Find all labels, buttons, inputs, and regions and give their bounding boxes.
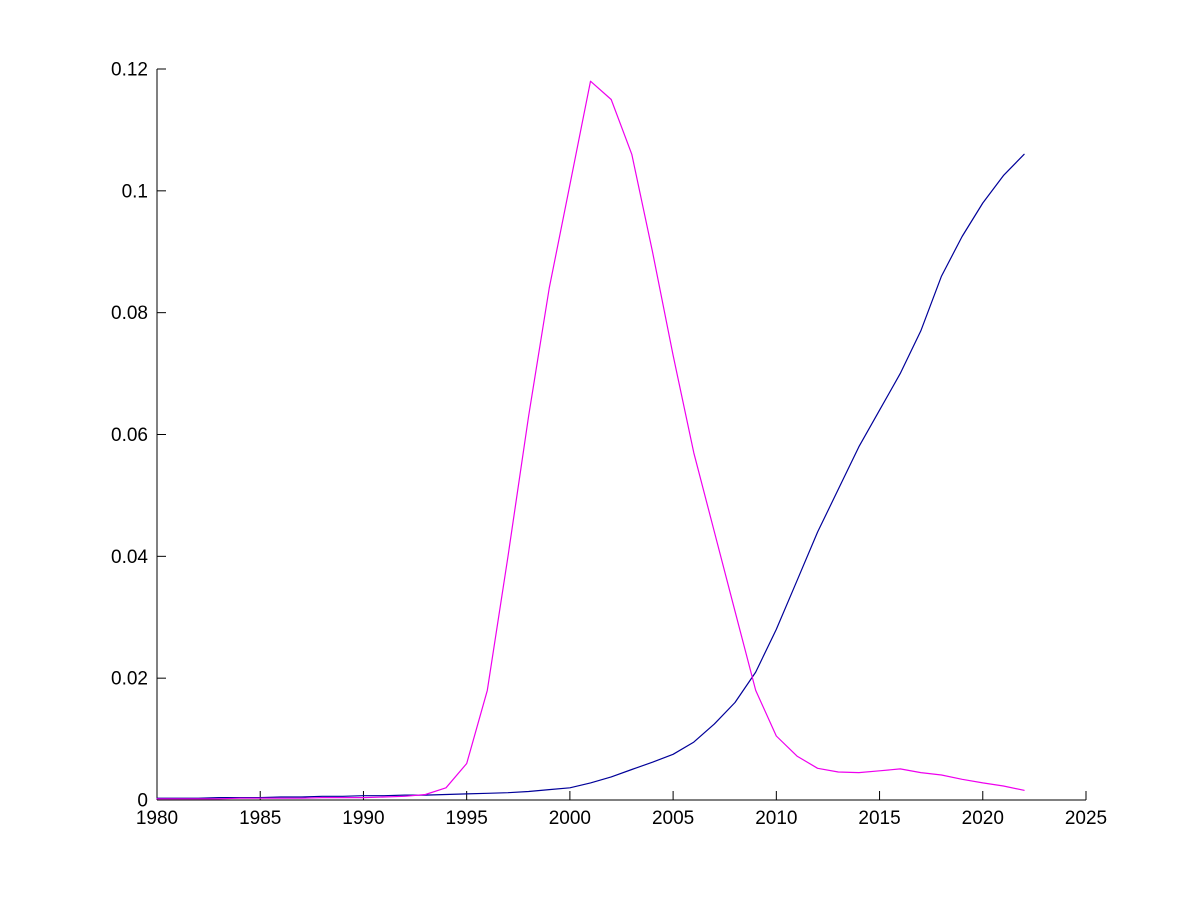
x-tick-label-2015: 2015 <box>858 808 900 829</box>
x-tick-label-2005: 2005 <box>652 808 694 829</box>
tick-marks <box>156 68 1087 801</box>
x-tick-label-2025: 2025 <box>1065 808 1107 829</box>
x-tick-label-1995: 1995 <box>446 808 488 829</box>
y-tick-label-0.04: 0.04 <box>111 547 148 568</box>
y-tick-label-0.06: 0.06 <box>111 425 148 446</box>
x-tick-label-1980: 1980 <box>136 808 178 829</box>
magenta-series-line <box>156 80 1025 800</box>
y-tick-label-0.02: 0.02 <box>111 669 148 690</box>
y-tick-label-0.08: 0.08 <box>111 303 148 324</box>
x-tick-label-2000: 2000 <box>549 808 591 829</box>
x-tick-label-2020: 2020 <box>962 808 1004 829</box>
x-tick-label-1985: 1985 <box>239 808 281 829</box>
y-tick-label-0.12: 0.12 <box>111 60 148 81</box>
tick-labels: 1980 1985 1990 1995 2000 2005 2010 2015 2020 2025… <box>111 60 1107 830</box>
plot-series <box>156 80 1025 800</box>
y-tick-label-0.1: 0.1 <box>122 181 148 202</box>
x-tick-label-1990: 1990 <box>342 808 384 829</box>
y-tick-label-0: 0 <box>137 791 148 812</box>
dark-blue-series-line <box>156 153 1025 799</box>
axes <box>156 69 1086 801</box>
x-tick-label-2010: 2010 <box>755 808 797 829</box>
